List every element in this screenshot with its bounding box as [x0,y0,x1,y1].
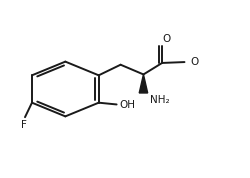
Text: O: O [162,34,171,44]
Text: OH: OH [119,100,135,110]
Text: F: F [21,120,27,130]
Text: NH₂: NH₂ [150,95,170,105]
Text: O: O [190,57,198,67]
Polygon shape [139,74,148,93]
